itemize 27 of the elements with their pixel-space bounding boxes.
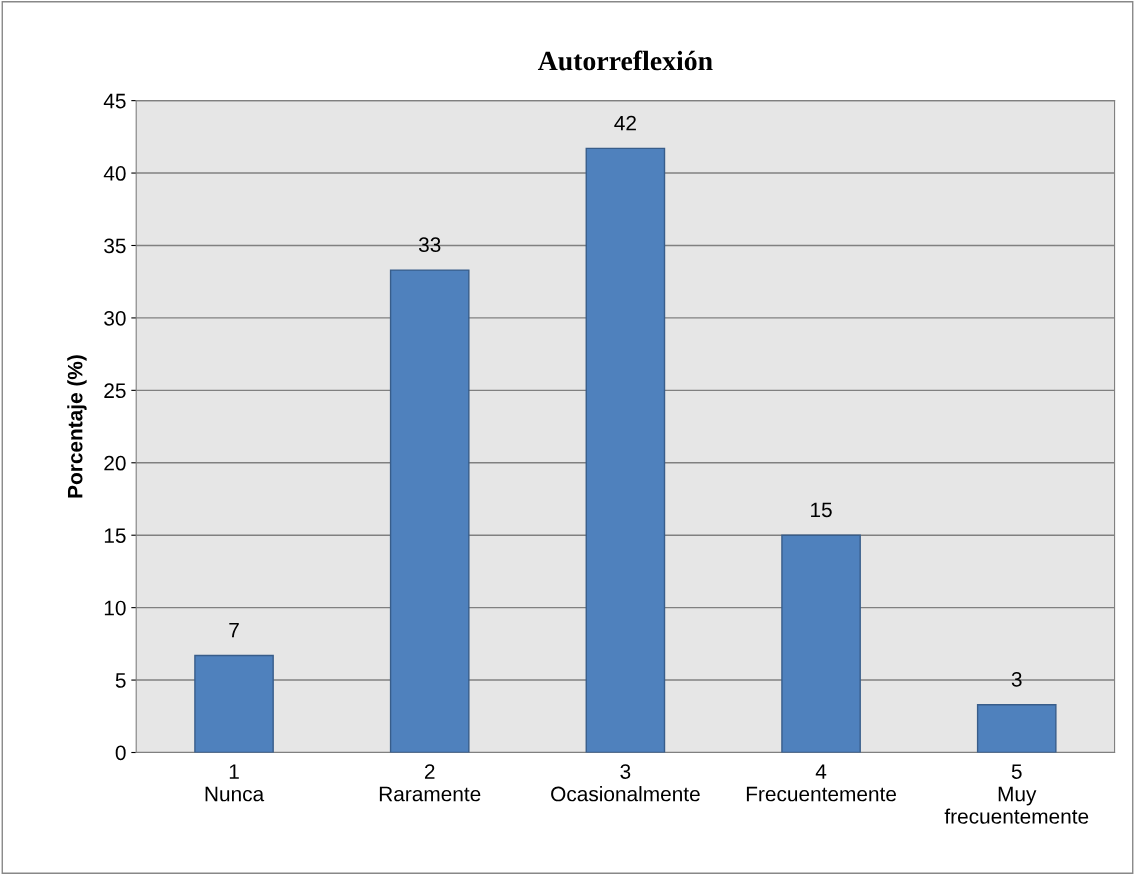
- x-tick-label: 3 Ocasionalmente: [551, 764, 700, 802]
- y-axis-title: Porcentaje (%): [67, 355, 87, 498]
- data-label: 42: [614, 115, 636, 131]
- y-tick-label: 15: [104, 528, 126, 543]
- x-tick-label: 5 Muy frecuentemente: [944, 764, 1089, 824]
- data-label: 33: [418, 237, 441, 253]
- y-tick-label: 20: [104, 455, 126, 471]
- bar: [389, 269, 470, 753]
- data-label: 7: [229, 622, 239, 638]
- bar: [194, 654, 274, 753]
- y-tick-label: 45: [103, 93, 126, 109]
- bar: [781, 534, 861, 753]
- y-tick-label: 5: [115, 673, 126, 688]
- data-label: 3: [1011, 671, 1022, 687]
- y-tick-label: 10: [104, 600, 126, 616]
- y-tick-label: 30: [104, 310, 126, 326]
- data-label: 15: [811, 502, 832, 518]
- bar: [976, 704, 1057, 753]
- bar: [585, 147, 666, 753]
- y-tick-label: 35: [104, 238, 126, 254]
- x-tick-label: 1 Nunca: [205, 764, 265, 802]
- x-tick-label: 2 Raramente: [379, 764, 481, 802]
- x-tick-label: 4 Frecuentemente: [746, 764, 896, 802]
- chart-title: Autorreflexión: [537, 50, 713, 71]
- y-tick-label: 25: [104, 383, 126, 399]
- y-tick-label: 0: [115, 745, 126, 761]
- y-tick-label: 40: [103, 166, 126, 181]
